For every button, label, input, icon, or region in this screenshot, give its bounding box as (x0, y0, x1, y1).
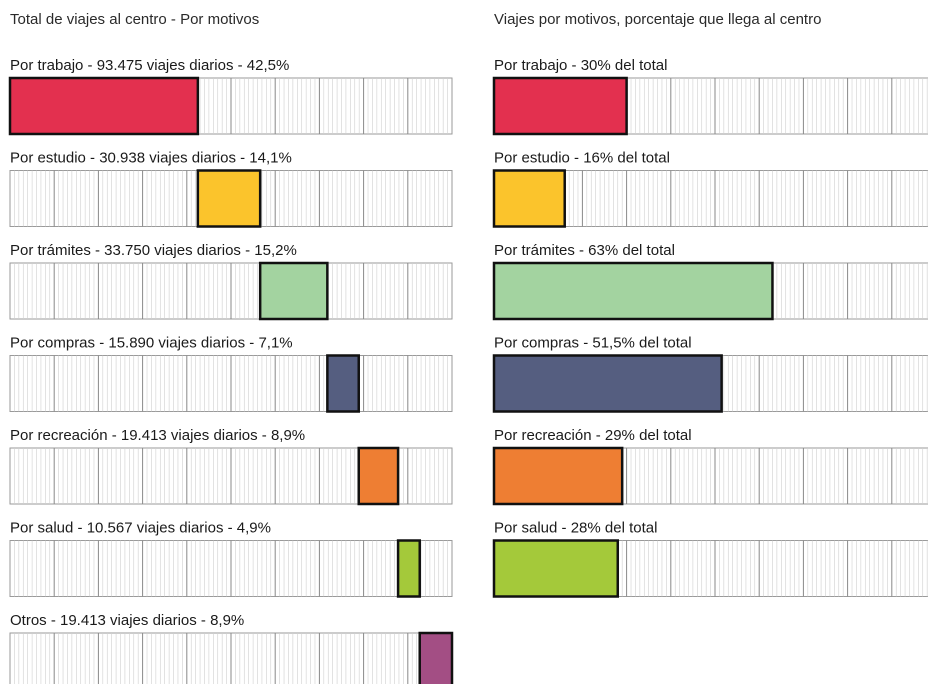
bar (492, 169, 566, 228)
bar-label: Por recreación - 29% del total (494, 427, 692, 444)
right-chart-title: Viajes por motivos, porcentaje que llega… (494, 11, 821, 28)
bar-track (9, 262, 453, 320)
bar (196, 169, 262, 228)
bar-label: Por trámites - 33.750 viajes diarios - 1… (10, 242, 297, 259)
bar-track (493, 170, 928, 227)
bar-label: Por estudio - 16% del total (494, 150, 670, 167)
bar-label: Por recreación - 19.413 viajes diarios -… (10, 427, 305, 444)
bar-label: Por compras - 51,5% del total (494, 335, 692, 352)
bar-label: Por trámites - 63% del total (494, 242, 675, 259)
bar-label: Por salud - 10.567 viajes diarios - 4,9% (10, 520, 271, 537)
bar-label: Por salud - 28% del total (494, 520, 657, 537)
bar (492, 446, 624, 506)
bar-track (9, 355, 453, 412)
bar (357, 446, 400, 506)
bar-label: Por trabajo - 30% del total (494, 57, 667, 74)
bar-label: Por trabajo - 93.475 viajes diarios - 42… (10, 57, 289, 74)
bar (418, 631, 454, 684)
bar-label: Otros - 19.413 viajes diarios - 8,9% (10, 612, 244, 629)
bar (396, 539, 421, 598)
left-chart-title: Total de viajes al centro - Por motivos (10, 11, 259, 28)
bar-rows: Por trabajo - 93.475 viajes diarios - 42… (8, 57, 928, 684)
bar (258, 261, 329, 321)
bar (326, 354, 360, 413)
bar-track (9, 540, 453, 597)
bar (492, 76, 628, 136)
bar (8, 76, 200, 136)
bar-label: Por estudio - 30.938 viajes diarios - 14… (10, 150, 292, 167)
bar (492, 539, 620, 598)
bar (492, 261, 774, 321)
bar-track (9, 632, 453, 684)
bar (492, 354, 723, 413)
bar-label: Por compras - 15.890 viajes diarios - 7,… (10, 335, 293, 352)
